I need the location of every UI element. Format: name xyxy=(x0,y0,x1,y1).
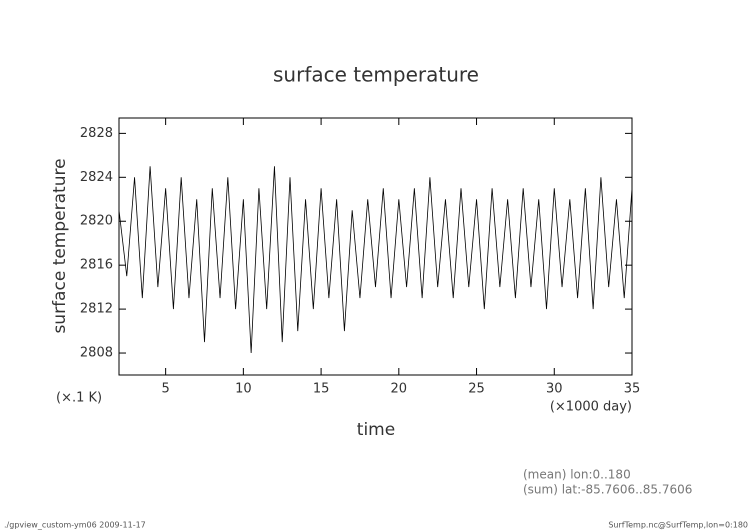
plot-frame xyxy=(118,117,633,376)
chart-title: surface temperature xyxy=(273,63,479,87)
y-tick-label: 2824 xyxy=(80,170,113,185)
y-tick-label: 2808 xyxy=(80,346,113,361)
note: (sum) lat:-85.7606..85.7606 xyxy=(523,483,692,497)
y-tick-label: 2816 xyxy=(80,258,113,273)
x-tick-label: 35 xyxy=(624,382,641,397)
data-line xyxy=(118,166,633,354)
x-tick-label: 10 xyxy=(235,382,252,397)
footer: SurfTemp.nc@SurfTemp,lon=0:180 xyxy=(608,521,748,530)
x-unit: (×1000 day) xyxy=(550,400,632,415)
y-tick-label: 2812 xyxy=(80,302,113,317)
x-axis-label: time xyxy=(357,420,395,440)
x-tick-label: 20 xyxy=(391,382,408,397)
y-tick-label: 2820 xyxy=(80,214,113,229)
y-unit: (×.1 K) xyxy=(56,391,102,406)
x-tick-label: 15 xyxy=(313,382,330,397)
y-tick-label: 2828 xyxy=(80,126,113,141)
x-tick-label: 25 xyxy=(468,382,485,397)
y-axis-label: surface temperature xyxy=(50,158,70,333)
x-tick-label: 30 xyxy=(546,382,563,397)
note: (mean) lon:0..180 xyxy=(523,468,631,482)
footer: ./gpview_custom-ym06 2009-11-17 xyxy=(4,521,146,530)
x-tick-label: 5 xyxy=(161,382,169,397)
